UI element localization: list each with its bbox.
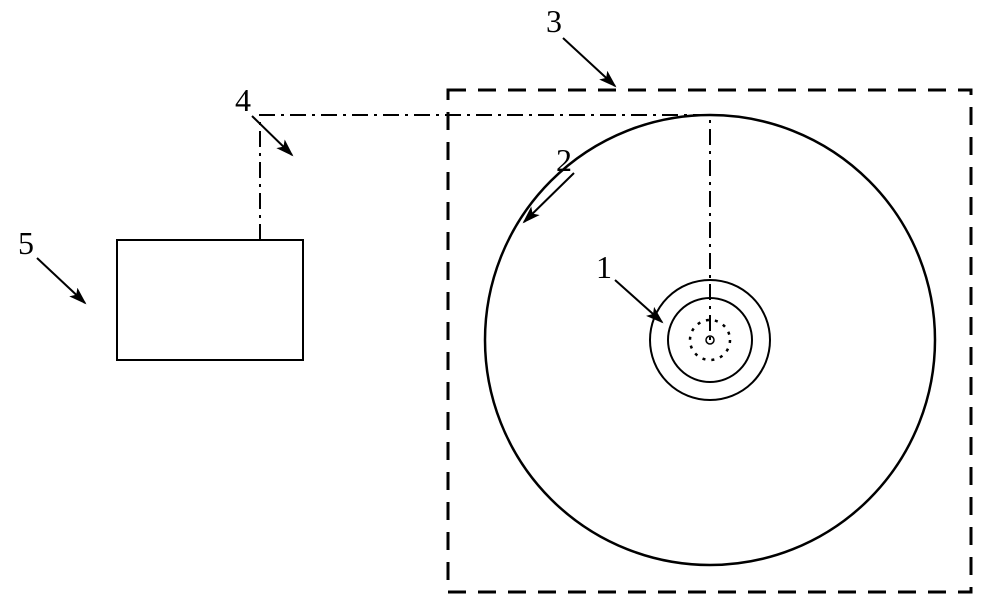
rectangle-5 <box>117 240 303 360</box>
label-4: 4 <box>235 82 251 119</box>
dash-dot-line-4 <box>260 115 710 340</box>
diagram-svg <box>0 0 1000 597</box>
label-3: 3 <box>546 3 562 40</box>
label-1: 1 <box>596 249 612 286</box>
label-2: 2 <box>556 142 572 179</box>
diagram-container: 1 2 3 4 5 <box>0 0 1000 597</box>
arrow-2 <box>524 173 574 222</box>
arrow-5 <box>37 258 85 303</box>
arrow-1 <box>615 280 662 322</box>
label-5: 5 <box>18 225 34 262</box>
arrow-4 <box>252 116 292 155</box>
arrow-3 <box>563 38 615 86</box>
